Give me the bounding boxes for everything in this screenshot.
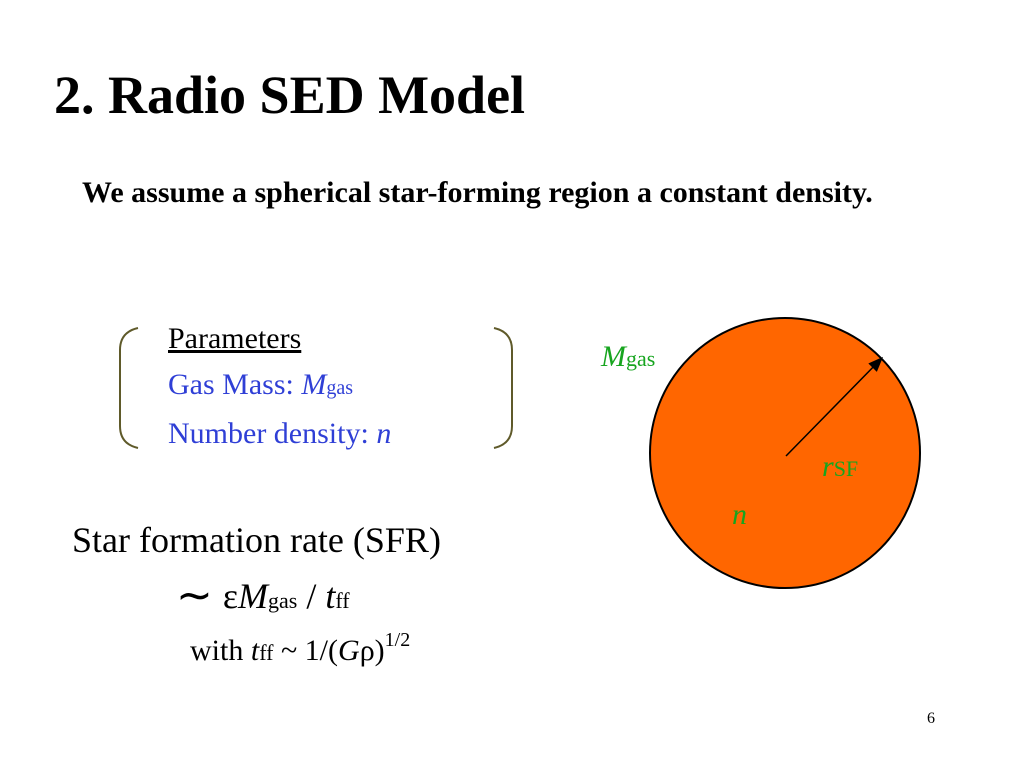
intro-text: We assume a spherical star-forming regio… (82, 176, 873, 209)
radius-subscript: SF (833, 456, 859, 481)
freefall-t-symbol: t (250, 634, 260, 667)
freefall-t-subscript: ff (259, 640, 274, 665)
density-symbol: n (732, 498, 747, 531)
epsilon-symbol: ε (222, 576, 238, 616)
with-text: with (190, 634, 251, 667)
sfr-formula: ∼ εMgas / tff (176, 574, 350, 618)
time-symbol: t (325, 576, 336, 616)
freefall-time-formula: with tff ~ 1/(Gρ)1/2 (190, 630, 410, 666)
time-subscript: ff (335, 588, 350, 613)
sfr-label: Star formation rate (SFR) (72, 520, 441, 560)
number-density-label: Number density: (168, 417, 377, 450)
mgas-symbol: M (601, 340, 626, 373)
star-forming-region-circle (649, 317, 921, 589)
radius-arrow (785, 356, 884, 457)
radius-symbol: r (822, 450, 834, 483)
proportional-tilde: ∼ (176, 570, 213, 621)
right-bracket (493, 327, 513, 449)
number-density-line: Number density: n (168, 411, 391, 457)
gas-mass-line: Gas Mass: Mgas (168, 362, 391, 411)
gas-mass-subscript: gas (326, 377, 354, 399)
close-paren: ) (374, 634, 385, 667)
exponent: 1/2 (384, 629, 411, 651)
gas-mass-label: Gas Mass: (168, 368, 302, 401)
mgas-label: Mgas (601, 342, 655, 372)
mass-subscript: gas (268, 588, 298, 613)
slide-number: 6 (927, 710, 935, 727)
approx-expression: ~ 1/( (273, 634, 339, 667)
parameters-heading: Parameters (168, 322, 302, 355)
division-slash: / (297, 576, 326, 616)
radius-label: rSF (822, 452, 858, 482)
rho-symbol: ρ (359, 634, 375, 667)
left-bracket (119, 327, 139, 449)
sphere-diagram (649, 317, 921, 589)
density-label: n (732, 500, 747, 530)
gravity-symbol: G (338, 634, 360, 667)
parameters-block: Parameters Gas Mass: Mgas Number density… (168, 316, 391, 457)
mass-symbol: M (238, 576, 268, 616)
mgas-subscript: gas (626, 346, 656, 371)
number-density-symbol: n (376, 417, 392, 450)
gas-mass-symbol: M (301, 368, 327, 401)
slide-title: 2. Radio SED Model (54, 65, 526, 125)
